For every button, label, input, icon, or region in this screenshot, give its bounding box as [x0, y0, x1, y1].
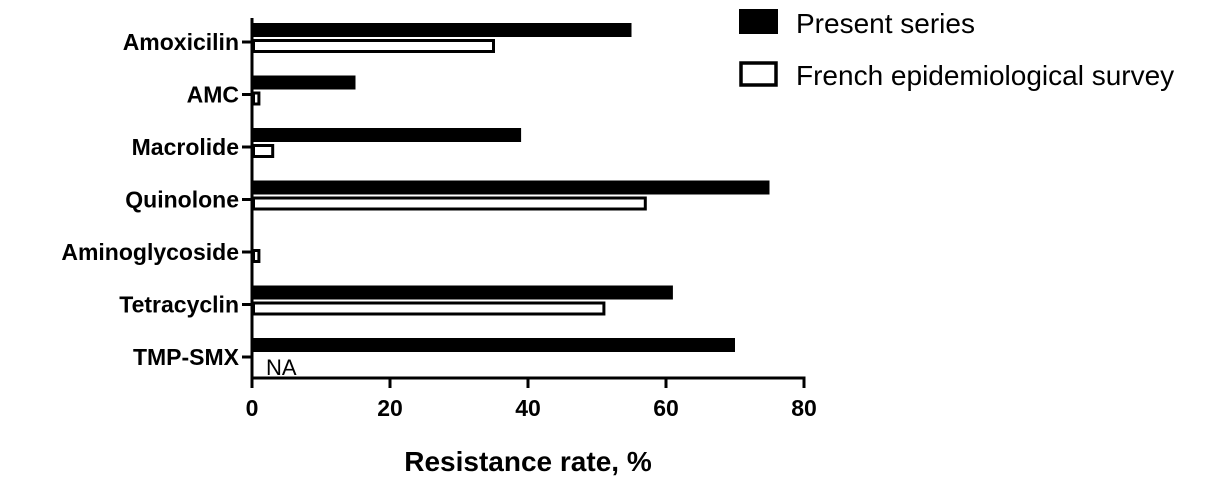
x-tick-label: 0 [246, 395, 259, 421]
bar-french-survey [252, 196, 647, 211]
y-tick-label: TMP-SMX [133, 344, 240, 370]
x-tick-label: 40 [515, 395, 541, 421]
annotations-layer: NA [266, 355, 297, 380]
x-tick-label: 60 [653, 395, 679, 421]
legend-label-french-survey: French epidemiological survey [796, 60, 1174, 91]
x-axis-title: Resistance rate, % [404, 446, 652, 477]
bar-french-survey [252, 301, 606, 316]
y-tick-label: Amoxicilin [123, 29, 239, 55]
bar-present-series [252, 285, 673, 300]
bar-present-series [252, 23, 632, 37]
bar-present-series [252, 338, 735, 352]
x-tick-label: 80 [791, 395, 817, 421]
bar-french-survey [252, 39, 495, 53]
x-axis: 0 20 40 60 80 [246, 376, 817, 421]
y-tick-label: AMC [187, 82, 239, 108]
na-annotation: NA [266, 355, 297, 380]
y-axis: Amoxicilin AMC Macrolide Quinolone Aminoglyc… [61, 18, 254, 378]
bar-present-series [252, 75, 356, 90]
bars-layer [252, 23, 770, 352]
legend-swatch-french-survey [739, 61, 778, 87]
bar-french-survey [252, 91, 261, 106]
bar-present-series [252, 180, 770, 195]
y-tick-label: Aminoglycoside [61, 239, 239, 265]
y-tick-label: Quinolone [125, 187, 239, 213]
bar-present-series [252, 128, 522, 142]
bar-french-survey [252, 249, 261, 263]
legend-label-present-series: Present series [796, 8, 975, 39]
legend: Present series French epidemiological sur… [739, 8, 1174, 91]
y-tick-label: Macrolide [132, 134, 239, 160]
x-tick-label: 20 [377, 395, 403, 421]
bar-french-survey [252, 144, 275, 158]
legend-swatch-present-series [739, 9, 778, 34]
y-tick-label: Tetracyclin [119, 292, 239, 318]
